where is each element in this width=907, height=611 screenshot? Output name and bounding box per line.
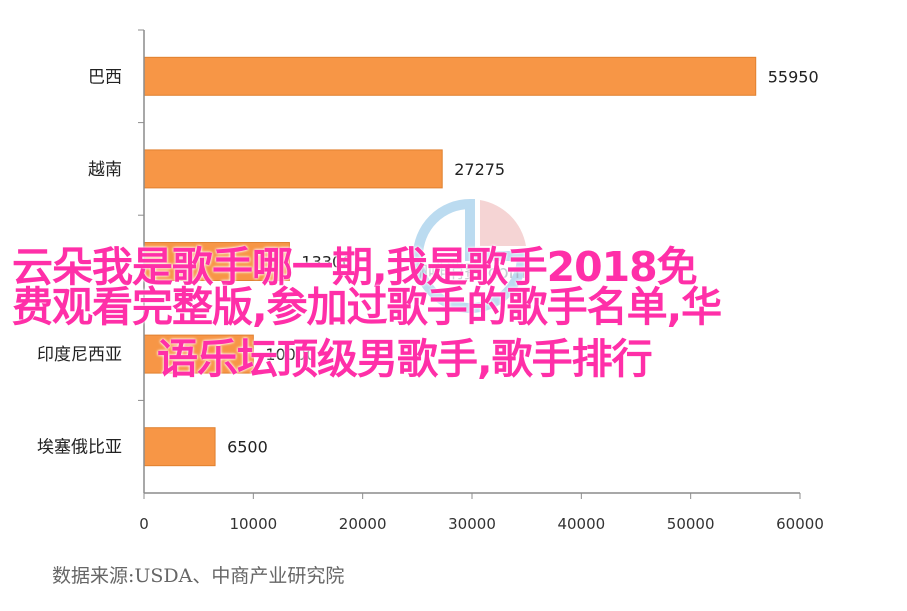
category-label: 巴西 (88, 67, 122, 87)
value-label: 27275 (454, 160, 505, 179)
bar-4 (143, 427, 216, 467)
x-tick-label: 30000 (448, 515, 496, 533)
bar-1 (143, 149, 443, 189)
value-label: 55950 (768, 67, 819, 86)
category-label: 越南 (88, 160, 122, 180)
category-label: 印度尼西亚 (37, 345, 122, 365)
x-tick-label: 50000 (667, 515, 715, 533)
category-label: 埃塞俄比亚 (37, 438, 122, 458)
value-label: 10000 (265, 345, 316, 364)
x-ticks-layer: 0 10000 20000 30000 40000 50000 60000 (138, 29, 824, 533)
overlay-line-2: 费观看完整版,参加过歌手的歌手名单,华 (12, 283, 722, 331)
site-logo-watermark-icon (413, 198, 528, 313)
x-tick-label: 60000 (776, 515, 824, 533)
value-label: 6500 (227, 438, 268, 457)
x-tick-label: 20000 (339, 515, 387, 533)
bar-2 (143, 242, 290, 281)
source-note: 数据来源:USDA、中商产业研究院 (52, 565, 345, 587)
bars-layer (143, 56, 757, 467)
overlay-line-1: 云朵我是歌手哪一期,我是歌手2018免 (12, 243, 698, 291)
bar-0 (143, 56, 757, 96)
x-tick-label: 0 (139, 515, 149, 533)
x-tick-label: 40000 (557, 515, 605, 533)
watermark-text: 咖啡消费.com (410, 262, 527, 283)
value-labels-layer: 55950 27275 13300 10000 6500 (227, 67, 819, 456)
bar-3 (143, 334, 254, 374)
overlay-line-3: 语乐坛顶级男歌手,歌手排行 (157, 335, 653, 383)
value-label: 13300 (301, 253, 352, 272)
x-tick-label: 10000 (229, 515, 277, 533)
